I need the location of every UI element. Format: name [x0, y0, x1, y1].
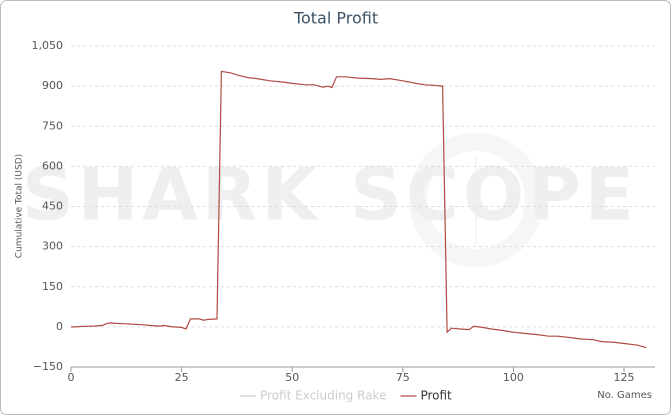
x-tick-label: 100 — [503, 371, 524, 384]
y-tick-label: −150 — [33, 360, 63, 373]
y-tick-label: 300 — [42, 240, 63, 253]
y-tick-label: 1,050 — [32, 39, 64, 52]
y-axis-label: Cumulative Total (USD) — [15, 154, 25, 258]
x-tick-label: 125 — [614, 371, 635, 384]
legend-label[interactable]: Profit Excluding Rake — [260, 389, 386, 403]
watermark-logo — [409, 133, 543, 267]
watermark: SHARK SCOPE — [22, 153, 638, 237]
y-tick-label: 0 — [56, 320, 63, 333]
y-tick-label: 450 — [42, 200, 63, 213]
x-tick-label: 25 — [175, 371, 189, 384]
x-tick-label: 0 — [68, 371, 75, 384]
y-tick-label: 600 — [42, 159, 63, 172]
legend-label[interactable]: Profit — [420, 389, 452, 403]
chart-title: Total Profit — [293, 9, 378, 28]
x-axis-label: No. Games — [597, 390, 652, 401]
series-line — [71, 70, 647, 349]
y-tick-label: 900 — [42, 79, 63, 92]
x-tick-label: 50 — [285, 371, 299, 384]
x-tick-label: 75 — [396, 371, 410, 384]
y-tick-label: 750 — [42, 119, 63, 132]
y-tick-label: 150 — [42, 280, 63, 293]
